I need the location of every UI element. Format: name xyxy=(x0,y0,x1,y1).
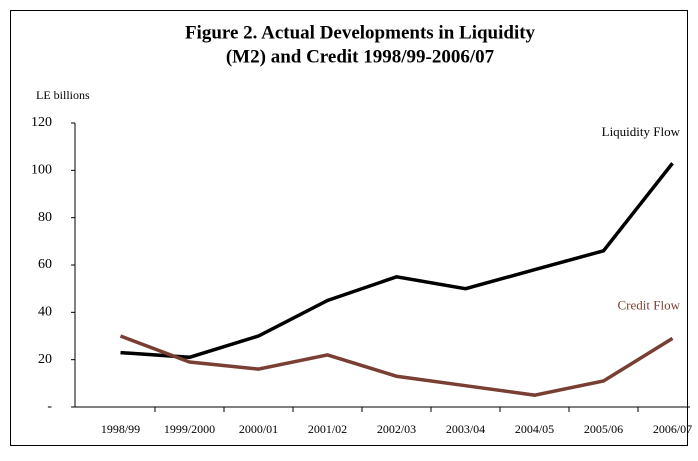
y-tick-label: 100 xyxy=(31,163,52,178)
y-tick-label: 20 xyxy=(38,352,52,367)
x-tick-label: 2003/04 xyxy=(446,422,485,436)
x-tick-label: 2002/03 xyxy=(377,422,416,436)
data-line xyxy=(120,162,674,360)
x-tick-label: 1998/99 xyxy=(101,422,140,436)
y-tick-label: - xyxy=(47,399,52,414)
data-line xyxy=(119,334,674,397)
series-label: Liquidity Flow xyxy=(602,124,681,139)
x-tick-label: 2005/06 xyxy=(584,422,623,436)
chart-title: (M2) and Credit 1998/99-2006/07 xyxy=(226,46,495,67)
x-tick-label: 2004/05 xyxy=(515,422,554,436)
y-tick-label: 80 xyxy=(38,210,52,225)
x-tick-label: 2006/07 xyxy=(653,422,692,436)
y-tick-label: 40 xyxy=(38,305,52,320)
series-label: Credit Flow xyxy=(618,297,681,312)
frame xyxy=(10,10,688,446)
chart-title: Figure 2. Actual Developments in Liquidi… xyxy=(185,22,536,43)
x-tick-label: 2000/01 xyxy=(239,422,278,436)
y-tick-label: 120 xyxy=(31,115,52,130)
y-axis-label: LE billions xyxy=(36,88,90,102)
x-tick-label: 2001/02 xyxy=(308,422,347,436)
x-tick-label: 1999/2000 xyxy=(164,422,215,436)
y-tick-label: 60 xyxy=(38,257,52,272)
